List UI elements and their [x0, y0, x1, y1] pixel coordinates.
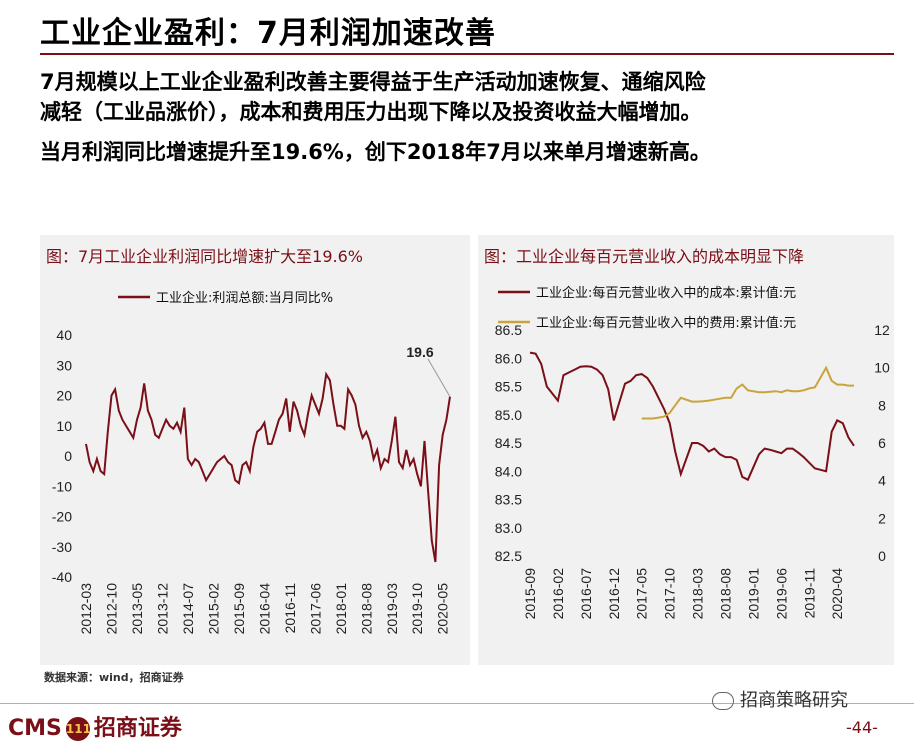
wechat-icon: [712, 692, 734, 710]
y-tick-label: -30: [52, 539, 72, 555]
brand-watermark: 招商策略研究: [712, 686, 848, 712]
legend-label-profit: 工业企业:利润总额:当月同比%: [156, 290, 333, 306]
y-tick-label: 10: [56, 418, 72, 434]
x-tick-label: 2017-06: [307, 583, 323, 635]
x-tick-label: 2018-08: [718, 568, 734, 620]
x-tick-label: 2018-01: [333, 583, 349, 635]
y-right-tick-label: 6: [878, 435, 886, 451]
y-tick-label: 0: [64, 448, 72, 464]
x-tick-label: 2017-05: [634, 568, 650, 620]
x-tick-label: 2020-04: [829, 568, 845, 620]
y-tick-label: 20: [56, 388, 72, 404]
brand-text: 招商策略研究: [740, 690, 848, 711]
y-left-tick-label: 84.5: [495, 435, 522, 451]
y-right-tick-label: 8: [878, 397, 886, 413]
chart-panel-profit-growth: 图：7月工业企业利润同比增速扩大至19.6% 工业企业:利润总额:当月同比% 40…: [40, 235, 470, 665]
x-tick-label: 2020-05: [435, 583, 451, 635]
footer-divider: [0, 703, 914, 704]
x-tick-label: 2016-12: [606, 568, 622, 620]
x-tick-label: 2019-10: [409, 583, 425, 635]
y-left-tick-label: 85.0: [495, 407, 522, 423]
x-tick-label: 2013-05: [129, 583, 145, 635]
y-left-tick-label: 85.5: [495, 379, 522, 395]
logo-text: CMS: [8, 716, 62, 741]
y-left-tick-label: 83.5: [495, 492, 522, 508]
chart-cost-per-revenue: 工业企业:每百元营业收入中的成本:累计值:元工业企业:每百元营业收入中的费用:累…: [495, 285, 890, 620]
y-right-tick-label: 4: [878, 473, 886, 489]
y-tick-label: -40: [52, 569, 72, 585]
x-tick-label: 2018-03: [690, 568, 706, 620]
y-tick-label: -10: [52, 478, 72, 494]
body-text-line-1: 7月规模以上工业企业盈利改善主要得益于生产活动加速恢复、通缩风险: [40, 70, 706, 94]
x-tick-label: 2019-03: [384, 583, 400, 635]
y-left-tick-label: 84.0: [495, 463, 522, 479]
x-tick-label: 2016-11: [282, 583, 298, 634]
annotation-label: 19.6: [406, 344, 433, 360]
body-text-line-2: 减轻（工业品涨价），成本和费用压力出现下降以及投资收益大幅增加。: [40, 100, 702, 124]
chart-title-profit-growth: 图：7月工业企业利润同比增速扩大至19.6%: [46, 247, 364, 266]
x-tick-label: 2017-10: [662, 568, 678, 620]
x-tick-label: 2013-12: [154, 583, 170, 635]
legend-label-fee: 工业企业:每百元营业收入中的费用:累计值:元: [536, 315, 796, 331]
chart-panel-cost-per-revenue: 图：工业企业每百元营业收入的成本明显下降 工业企业:每百元营业收入中的成本:累计…: [478, 235, 894, 665]
x-tick-label: 2019-06: [773, 568, 789, 620]
legend-label-cost: 工业企业:每百元营业收入中的成本:累计值:元: [536, 285, 796, 301]
x-tick-label: 2015-02: [205, 583, 221, 635]
y-right-tick-label: 12: [874, 322, 890, 338]
y-right-tick-label: 0: [878, 548, 886, 564]
y-right-tick-label: 2: [878, 510, 886, 526]
x-tick-label: 2016-02: [550, 568, 566, 620]
x-tick-label: 2012-10: [103, 583, 119, 635]
annotation-leader: [427, 358, 451, 397]
chart-profit-growth: 工业企业:利润总额:当月同比% 40 30 20 10 0 -10 -20 -30 -40 2012…: [52, 290, 451, 635]
y-right-tick-label: 10: [874, 360, 890, 376]
x-tick-label: 2019-11: [801, 568, 817, 619]
x-tick-label: 2018-08: [358, 583, 374, 635]
y-tick-label: -20: [52, 509, 72, 525]
slide-title: 工业企业盈利：7月利润加速改善: [40, 16, 496, 51]
chart-title-cost-per-revenue: 图：工业企业每百元营业收入的成本明显下降: [484, 247, 805, 266]
y-left-tick-label: 86.5: [495, 322, 522, 338]
company-logo: CMS 111 招商证券: [8, 710, 182, 742]
series-line-fee: [641, 365, 854, 420]
page-number: -44-: [846, 718, 878, 737]
logo-badge-icon: 111: [65, 717, 91, 741]
x-tick-label: 2015-09: [231, 583, 247, 635]
x-tick-label: 2019-01: [745, 568, 761, 620]
title-divider: [40, 53, 894, 55]
x-tick-label: 2014-07: [180, 583, 196, 635]
series-line-profit: [85, 371, 451, 563]
body-text-line-3: 当月利润同比增速提升至19.6%，创下2018年7月以来单月增速新高。: [40, 140, 711, 164]
x-tick-label: 2012-03: [78, 583, 94, 635]
data-source-note: 数据来源：wind，招商证券: [44, 671, 184, 684]
y-tick-label: 40: [56, 327, 72, 343]
y-left-tick-label: 86.0: [495, 350, 522, 366]
y-left-tick-label: 82.5: [495, 548, 522, 564]
x-tick-label: 2016-04: [256, 583, 272, 635]
logo-cn-text: 招商证券: [93, 716, 182, 741]
x-tick-label: 2015-09: [522, 568, 538, 620]
series-line-cost: [529, 351, 855, 482]
x-tick-label: 2016-07: [578, 568, 594, 620]
y-tick-label: 30: [56, 357, 72, 373]
y-left-tick-label: 83.0: [495, 520, 522, 536]
